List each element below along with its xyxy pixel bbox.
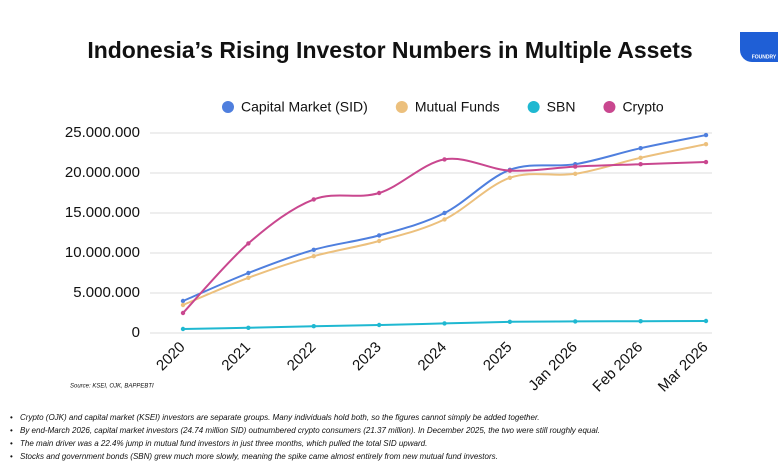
point bbox=[180, 310, 186, 316]
point bbox=[573, 171, 578, 176]
point bbox=[573, 164, 578, 169]
x-tick-label: 2025 bbox=[480, 339, 516, 375]
point bbox=[246, 325, 251, 330]
point bbox=[376, 190, 382, 196]
point bbox=[638, 146, 643, 151]
point bbox=[311, 247, 316, 252]
point bbox=[442, 217, 447, 222]
point bbox=[246, 275, 251, 280]
point bbox=[311, 197, 316, 202]
y-tick-label: 25.000.000 bbox=[65, 124, 140, 141]
y-tick-label: 15.000.000 bbox=[65, 204, 140, 221]
point bbox=[573, 319, 578, 324]
point bbox=[246, 270, 251, 276]
point bbox=[442, 321, 447, 326]
point bbox=[376, 238, 382, 244]
note: Stocks and government bonds (SBN) grew m… bbox=[20, 452, 498, 461]
note-bullet: • bbox=[10, 426, 13, 435]
legend-marker bbox=[527, 101, 540, 113]
legend-marker bbox=[395, 101, 408, 113]
point bbox=[703, 159, 709, 165]
point bbox=[703, 142, 709, 147]
line bbox=[182, 143, 707, 306]
x-tick-label: 2023 bbox=[349, 339, 385, 375]
point bbox=[638, 319, 643, 324]
legend-marker bbox=[222, 101, 234, 113]
point bbox=[703, 318, 709, 324]
point bbox=[638, 162, 643, 167]
legend-marker bbox=[603, 101, 616, 113]
point bbox=[180, 326, 186, 332]
note: By end-March 2026, capital market invest… bbox=[20, 426, 600, 435]
source: Source: KSEI, OJK, BAPPEBTI bbox=[70, 384, 154, 390]
x-tick-label: Jan 2026 bbox=[525, 339, 581, 395]
legend-label: SBN bbox=[547, 99, 576, 115]
x-tick-label: 2021 bbox=[218, 339, 254, 375]
x-tick-label: 2024 bbox=[415, 339, 451, 375]
point bbox=[442, 157, 447, 162]
legend-label: Mutual Funds bbox=[415, 99, 500, 115]
x-tick-label: Mar 2026 bbox=[655, 339, 712, 396]
note-bullet: • bbox=[10, 452, 13, 461]
chart-title: Indonesia’s Rising Investor Numbers in M… bbox=[87, 37, 692, 63]
point bbox=[507, 319, 513, 324]
point bbox=[311, 324, 316, 329]
point bbox=[442, 210, 447, 216]
logo-text: FOUNDRY bbox=[752, 54, 777, 60]
point bbox=[311, 254, 316, 259]
point bbox=[246, 241, 251, 246]
note: Crypto (OJK) and capital market (KSEI) i… bbox=[20, 413, 540, 422]
note-bullet: • bbox=[10, 413, 13, 422]
point bbox=[376, 233, 382, 238]
point bbox=[180, 302, 186, 308]
legend-label: Crypto bbox=[622, 99, 663, 115]
point bbox=[376, 322, 382, 328]
y-tick-label: 10.000.000 bbox=[65, 244, 140, 261]
x-tick-label: 2022 bbox=[284, 339, 320, 375]
point bbox=[507, 168, 513, 173]
y-tick-label: 0 bbox=[132, 324, 140, 341]
point bbox=[507, 175, 513, 180]
y-tick-label: 5.000.000 bbox=[73, 284, 140, 301]
note: The main driver was a 22.4% jump in mutu… bbox=[20, 439, 427, 448]
note-bullet: • bbox=[10, 439, 13, 448]
point bbox=[180, 298, 186, 304]
x-tick-label: Feb 2026 bbox=[589, 339, 646, 396]
legend-label: Capital Market (SID) bbox=[241, 99, 368, 115]
x-tick-label: 2020 bbox=[153, 339, 189, 375]
logo-shape bbox=[740, 32, 778, 62]
y-tick-label: 20.000.000 bbox=[65, 164, 140, 181]
point bbox=[703, 132, 709, 138]
line bbox=[182, 157, 707, 314]
point bbox=[638, 155, 643, 160]
